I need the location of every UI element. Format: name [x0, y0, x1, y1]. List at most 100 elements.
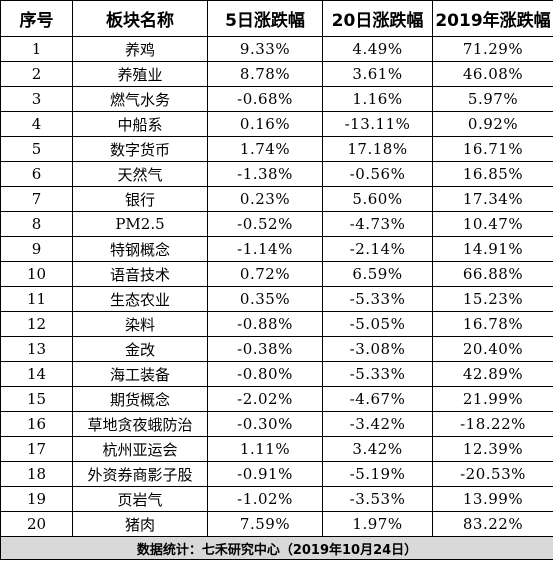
change-5day: 0.16%: [207, 111, 323, 137]
change-2019: 21.99%: [432, 386, 553, 412]
change-20day: -3.42%: [322, 411, 433, 437]
row-index: 4: [0, 111, 73, 137]
change-2019: 13.99%: [432, 486, 553, 512]
table-row: 18 外资券商影子股 -0.91% -5.19% -20.53%: [0, 461, 553, 487]
row-index: 16: [0, 411, 73, 437]
change-5day: -0.38%: [207, 336, 323, 362]
change-5day: 0.72%: [207, 261, 323, 287]
sector-name: 海工装备: [72, 361, 208, 387]
change-2019: 42.89%: [432, 361, 553, 387]
header-sector-name: 板块名称: [72, 0, 208, 37]
header-20day-change: 20日涨跌幅: [322, 0, 433, 37]
table-row: 12 染料 -0.88% -5.05% 16.78%: [0, 311, 553, 337]
change-20day: 5.60%: [322, 186, 433, 212]
change-5day: 0.23%: [207, 186, 323, 212]
change-20day: 4.49%: [322, 36, 433, 62]
header-index: 序号: [0, 0, 73, 37]
table-row: 15 期货概念 -2.02% -4.67% 21.99%: [0, 386, 553, 412]
change-2019: 66.88%: [432, 261, 553, 287]
header-row: 序号 板块名称 5日涨跌幅 20日涨跌幅 2019年涨跌幅: [0, 0, 553, 37]
sector-name: 杭州亚运会: [72, 436, 208, 462]
change-5day: -1.14%: [207, 236, 323, 262]
change-20day: -13.11%: [322, 111, 433, 137]
row-index: 11: [0, 286, 73, 312]
sector-name: 草地贪夜蛾防治: [72, 411, 208, 437]
table-row: 20 猪肉 7.59% 1.97% 83.22%: [0, 511, 553, 537]
change-20day: -5.33%: [322, 286, 433, 312]
row-index: 8: [0, 211, 73, 237]
change-20day: 17.18%: [322, 136, 433, 162]
row-index: 6: [0, 161, 73, 187]
row-index: 12: [0, 311, 73, 337]
change-5day: -0.52%: [207, 211, 323, 237]
row-index: 9: [0, 236, 73, 262]
sector-name: 养鸡: [72, 36, 208, 62]
change-5day: -1.02%: [207, 486, 323, 512]
table-row: 8 PM2.5 -0.52% -4.73% 10.47%: [0, 211, 553, 237]
sector-name: 期货概念: [72, 386, 208, 412]
change-5day: -1.38%: [207, 161, 323, 187]
row-index: 3: [0, 86, 73, 112]
change-5day: 9.33%: [207, 36, 323, 62]
table-row: 10 语音技术 0.72% 6.59% 66.88%: [0, 261, 553, 287]
table-row: 13 金改 -0.38% -3.08% 20.40%: [0, 336, 553, 362]
change-5day: 7.59%: [207, 511, 323, 537]
change-2019: 83.22%: [432, 511, 553, 537]
table-footer: 数据统计：七禾研究中心（2019年10月24日）: [0, 536, 553, 560]
sector-name: 数字货币: [72, 136, 208, 162]
change-5day: -2.02%: [207, 386, 323, 412]
change-2019: 0.92%: [432, 111, 553, 137]
table-row: 19 页岩气 -1.02% -3.53% 13.99%: [0, 486, 553, 512]
change-20day: -5.19%: [322, 461, 433, 487]
table-row: 4 中船系 0.16% -13.11% 0.92%: [0, 111, 553, 137]
row-index: 5: [0, 136, 73, 162]
change-5day: -0.91%: [207, 461, 323, 487]
change-20day: 6.59%: [322, 261, 433, 287]
change-2019: 46.08%: [432, 61, 553, 87]
change-5day: -0.68%: [207, 86, 323, 112]
row-index: 2: [0, 61, 73, 87]
change-5day: 1.74%: [207, 136, 323, 162]
change-2019: 17.34%: [432, 186, 553, 212]
change-2019: 20.40%: [432, 336, 553, 362]
table-body: 1 养鸡 9.33% 4.49% 71.29% 2 养殖业 8.78% 3.61% 46.08% 3…: [0, 36, 553, 537]
table-row: 5 数字货币 1.74% 17.18% 16.71%: [0, 136, 553, 162]
change-2019: 10.47%: [432, 211, 553, 237]
change-2019: 16.71%: [432, 136, 553, 162]
change-2019: 16.78%: [432, 311, 553, 337]
change-20day: 1.97%: [322, 511, 433, 537]
row-index: 19: [0, 486, 73, 512]
table-row: 1 养鸡 9.33% 4.49% 71.29%: [0, 36, 553, 62]
table-row: 17 杭州亚运会 1.11% 3.42% 12.39%: [0, 436, 553, 462]
change-2019: 15.23%: [432, 286, 553, 312]
row-index: 17: [0, 436, 73, 462]
row-index: 13: [0, 336, 73, 362]
row-index: 7: [0, 186, 73, 212]
change-5day: -0.88%: [207, 311, 323, 337]
change-20day: 3.42%: [322, 436, 433, 462]
change-2019: 16.85%: [432, 161, 553, 187]
sector-name: 染料: [72, 311, 208, 337]
table-header: 序号 板块名称 5日涨跌幅 20日涨跌幅 2019年涨跌幅: [0, 0, 553, 37]
sector-name: 中船系: [72, 111, 208, 137]
change-5day: 1.11%: [207, 436, 323, 462]
data-source-note: 数据统计：七禾研究中心（2019年10月24日）: [0, 536, 553, 560]
change-20day: -3.53%: [322, 486, 433, 512]
change-20day: -0.56%: [322, 161, 433, 187]
table-row: 2 养殖业 8.78% 3.61% 46.08%: [0, 61, 553, 87]
change-20day: -2.14%: [322, 236, 433, 262]
change-5day: -0.80%: [207, 361, 323, 387]
change-20day: 1.16%: [322, 86, 433, 112]
change-2019: -18.22%: [432, 411, 553, 437]
table-row: 9 特钢概念 -1.14% -2.14% 14.91%: [0, 236, 553, 262]
sector-name: 银行: [72, 186, 208, 212]
change-5day: 0.35%: [207, 286, 323, 312]
sector-name: 语音技术: [72, 261, 208, 287]
table-row: 7 银行 0.23% 5.60% 17.34%: [0, 186, 553, 212]
change-2019: 5.97%: [432, 86, 553, 112]
sector-name: 天然气: [72, 161, 208, 187]
row-index: 1: [0, 36, 73, 62]
sector-name: PM2.5: [72, 211, 208, 237]
change-2019: 71.29%: [432, 36, 553, 62]
